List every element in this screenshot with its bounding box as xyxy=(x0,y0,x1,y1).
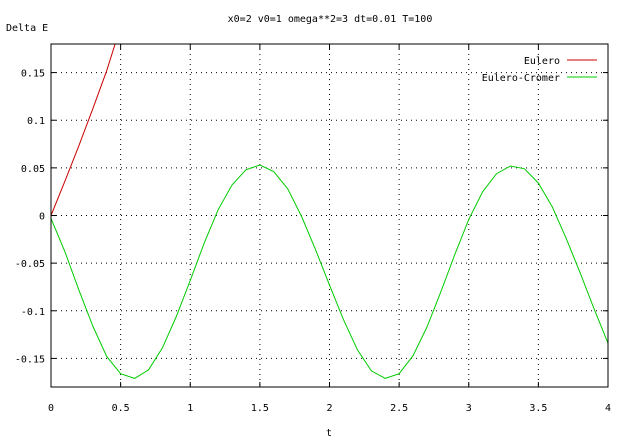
x-tick-label: 1.5 xyxy=(251,403,269,414)
legend-label: Eulero xyxy=(524,56,560,67)
legend-label: Eulero-Cromer xyxy=(482,73,560,84)
y-tick-label: -0.1 xyxy=(21,307,45,318)
y-tick-label: 0 xyxy=(39,212,45,223)
y-tick-label: 0.1 xyxy=(27,116,45,127)
x-tick-label: 2 xyxy=(326,403,332,414)
chart-title: x0=2 v0=1 omega**2=3 dt=0.01 T=100 xyxy=(228,14,433,25)
legend: Eulero Eulero-Cromer xyxy=(482,56,597,84)
plot-area xyxy=(50,43,609,379)
x-tick-label: 3.5 xyxy=(529,403,547,414)
x-tick-label: 4 xyxy=(605,403,611,414)
grid xyxy=(51,44,608,387)
y-tick-label: -0.15 xyxy=(15,354,45,365)
plot-frame xyxy=(50,43,609,388)
series-eulero-line xyxy=(50,43,116,216)
y-tick-label: 0.15 xyxy=(21,69,45,80)
y-tick-label: -0.05 xyxy=(15,259,45,270)
y-tick-label: 0.05 xyxy=(21,164,45,175)
x-tick-label: 2.5 xyxy=(390,403,408,414)
x-tick-label: 0.5 xyxy=(112,403,130,414)
y-axis-ticks: 0.15 0.1 0.05 0 -0.05 -0.1 -0.15 xyxy=(15,69,608,365)
series-eulero-cromer-line xyxy=(50,164,609,379)
x-tick-label: 0 xyxy=(48,403,54,414)
x-axis-ticks: 0 0.5 1 1.5 2 2.5 3 3.5 4 xyxy=(48,44,611,414)
x-axis-label: t xyxy=(326,428,332,439)
y-axis-label: Delta E xyxy=(6,23,48,34)
x-tick-label: 3 xyxy=(466,403,472,414)
x-tick-label: 1 xyxy=(187,403,193,414)
